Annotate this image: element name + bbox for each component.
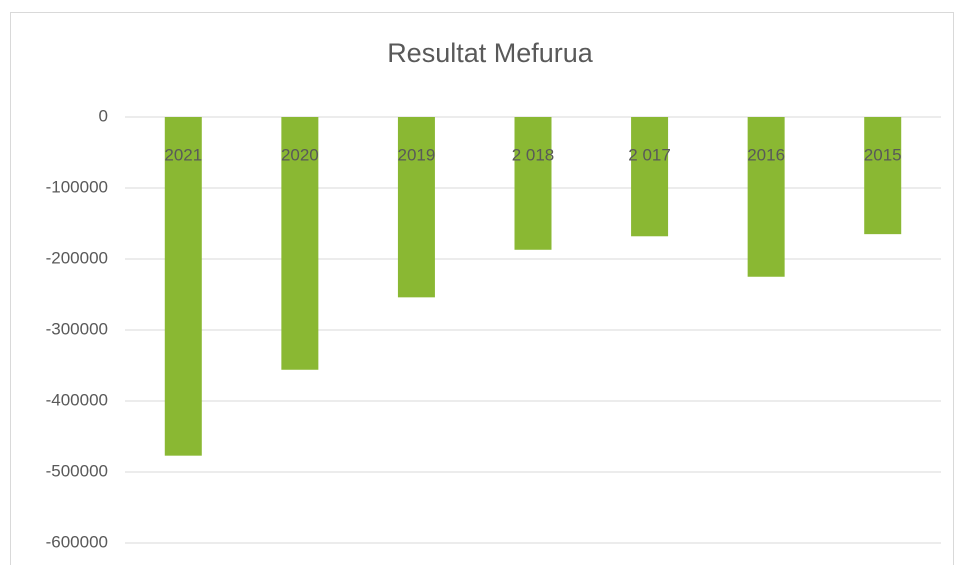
bar (864, 117, 902, 235)
chart-border (10, 12, 954, 565)
x-tick-label: 2020 (281, 145, 319, 164)
y-tick-label: -200000 (46, 248, 108, 267)
bar (164, 117, 202, 456)
x-tick-label: 2015 (864, 145, 902, 164)
x-tick-label: 2 018 (512, 145, 555, 164)
y-tick-label: -100000 (46, 177, 108, 196)
chart-title: Resultat Mefurua (387, 38, 594, 68)
y-tick-label: 0 (99, 106, 108, 125)
x-tick-label: 2016 (747, 145, 785, 164)
y-tick-label: -300000 (46, 319, 108, 338)
x-tick-label: 2021 (164, 145, 202, 164)
bar (514, 117, 552, 250)
bar (747, 117, 785, 277)
x-tick-label: 2019 (398, 145, 436, 164)
x-tick-label: 2 017 (628, 145, 671, 164)
y-tick-label: -400000 (46, 390, 108, 409)
bar (631, 117, 669, 237)
y-tick-label: -500000 (46, 461, 108, 480)
bar (397, 117, 435, 298)
y-tick-label: -600000 (46, 532, 108, 551)
bar (281, 117, 319, 370)
